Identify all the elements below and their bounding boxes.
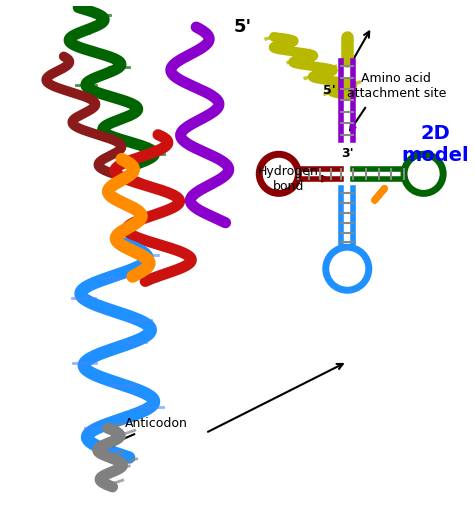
Text: 2D
model: 2D model	[401, 124, 469, 165]
Text: 3': 3'	[341, 147, 354, 160]
Text: Amino acid
attachment site: Amino acid attachment site	[346, 72, 446, 100]
Text: 5': 5'	[234, 18, 252, 36]
Text: 5': 5'	[323, 84, 336, 97]
Text: Anticodon: Anticodon	[125, 417, 188, 430]
Text: Hydrogen
bond: Hydrogen bond	[258, 165, 319, 193]
